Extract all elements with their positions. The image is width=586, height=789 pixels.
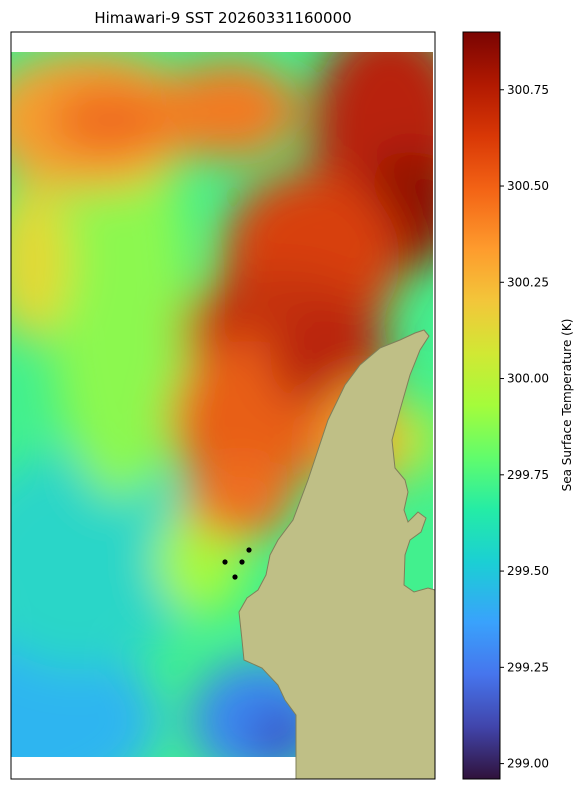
colorbar-tick-label: 300.50 — [507, 179, 549, 193]
sst-blobs — [11, 32, 435, 779]
chart-title: Himawari-9 SST 20260331160000 — [94, 9, 351, 27]
marker-point — [239, 559, 245, 565]
colorbar-gradient — [463, 32, 500, 779]
markers — [222, 547, 252, 580]
colorbar-tick-label: 300.75 — [507, 83, 549, 97]
land-mass — [238, 329, 436, 780]
marker-point — [232, 574, 238, 580]
colorbar-tick-label: 299.00 — [507, 757, 549, 771]
colorbar-tick-label: 300.25 — [507, 275, 549, 289]
colorbar-tick-label: 299.25 — [507, 660, 549, 674]
map-axes — [10, 31, 436, 780]
marker-point — [246, 547, 252, 553]
marker-point — [222, 559, 228, 565]
colorbar: 299.00 299.25 299.50 299.75 300.00 300.25 300.… — [462, 31, 574, 780]
colorbar-tick-label: 300.00 — [507, 372, 549, 386]
axes-frame — [10, 31, 436, 780]
colorbar-tick-label: 299.50 — [507, 564, 549, 578]
colorbar-frame — [462, 31, 501, 780]
colorbar-tick-label: 299.75 — [507, 468, 549, 482]
colorbar-ticks: 299.00 299.25 299.50 299.75 300.00 300.25 300.… — [500, 83, 549, 771]
colorbar-label: Sea Surface Temperature (K) — [560, 319, 574, 492]
